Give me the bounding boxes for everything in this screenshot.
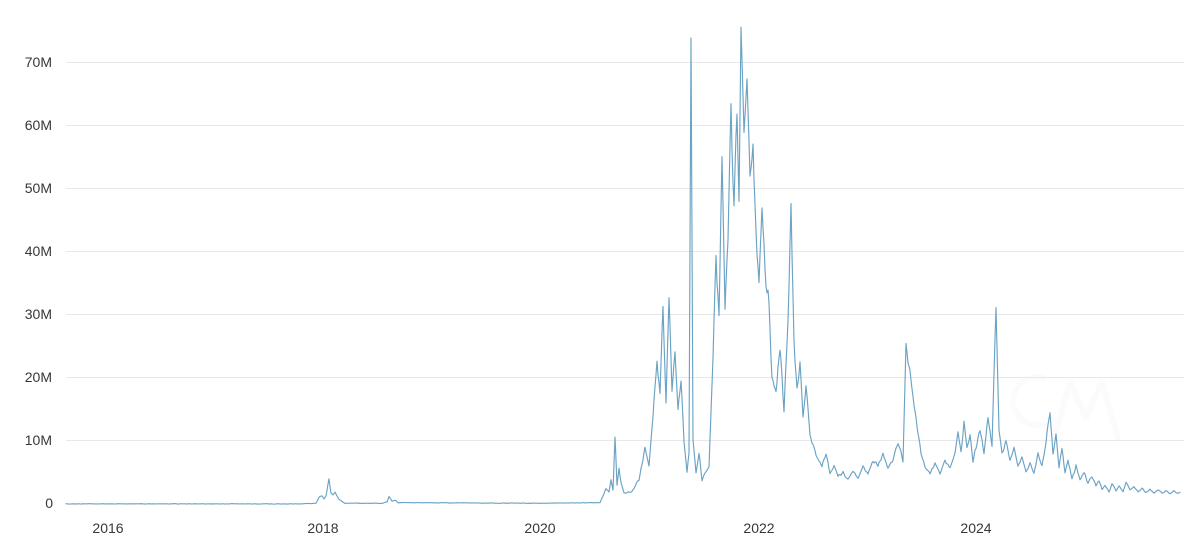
svg-text:40M: 40M [25, 243, 52, 259]
svg-text:0: 0 [45, 495, 53, 511]
svg-text:50M: 50M [25, 180, 52, 196]
svg-text:10M: 10M [25, 432, 52, 448]
svg-text:2020: 2020 [524, 520, 555, 536]
svg-text:30M: 30M [25, 306, 52, 322]
svg-text:2022: 2022 [743, 520, 774, 536]
svg-text:70M: 70M [25, 54, 52, 70]
svg-text:60M: 60M [25, 117, 52, 133]
svg-text:2016: 2016 [92, 520, 123, 536]
svg-text:2018: 2018 [307, 520, 338, 536]
svg-text:20M: 20M [25, 369, 52, 385]
svg-text:2024: 2024 [960, 520, 991, 536]
